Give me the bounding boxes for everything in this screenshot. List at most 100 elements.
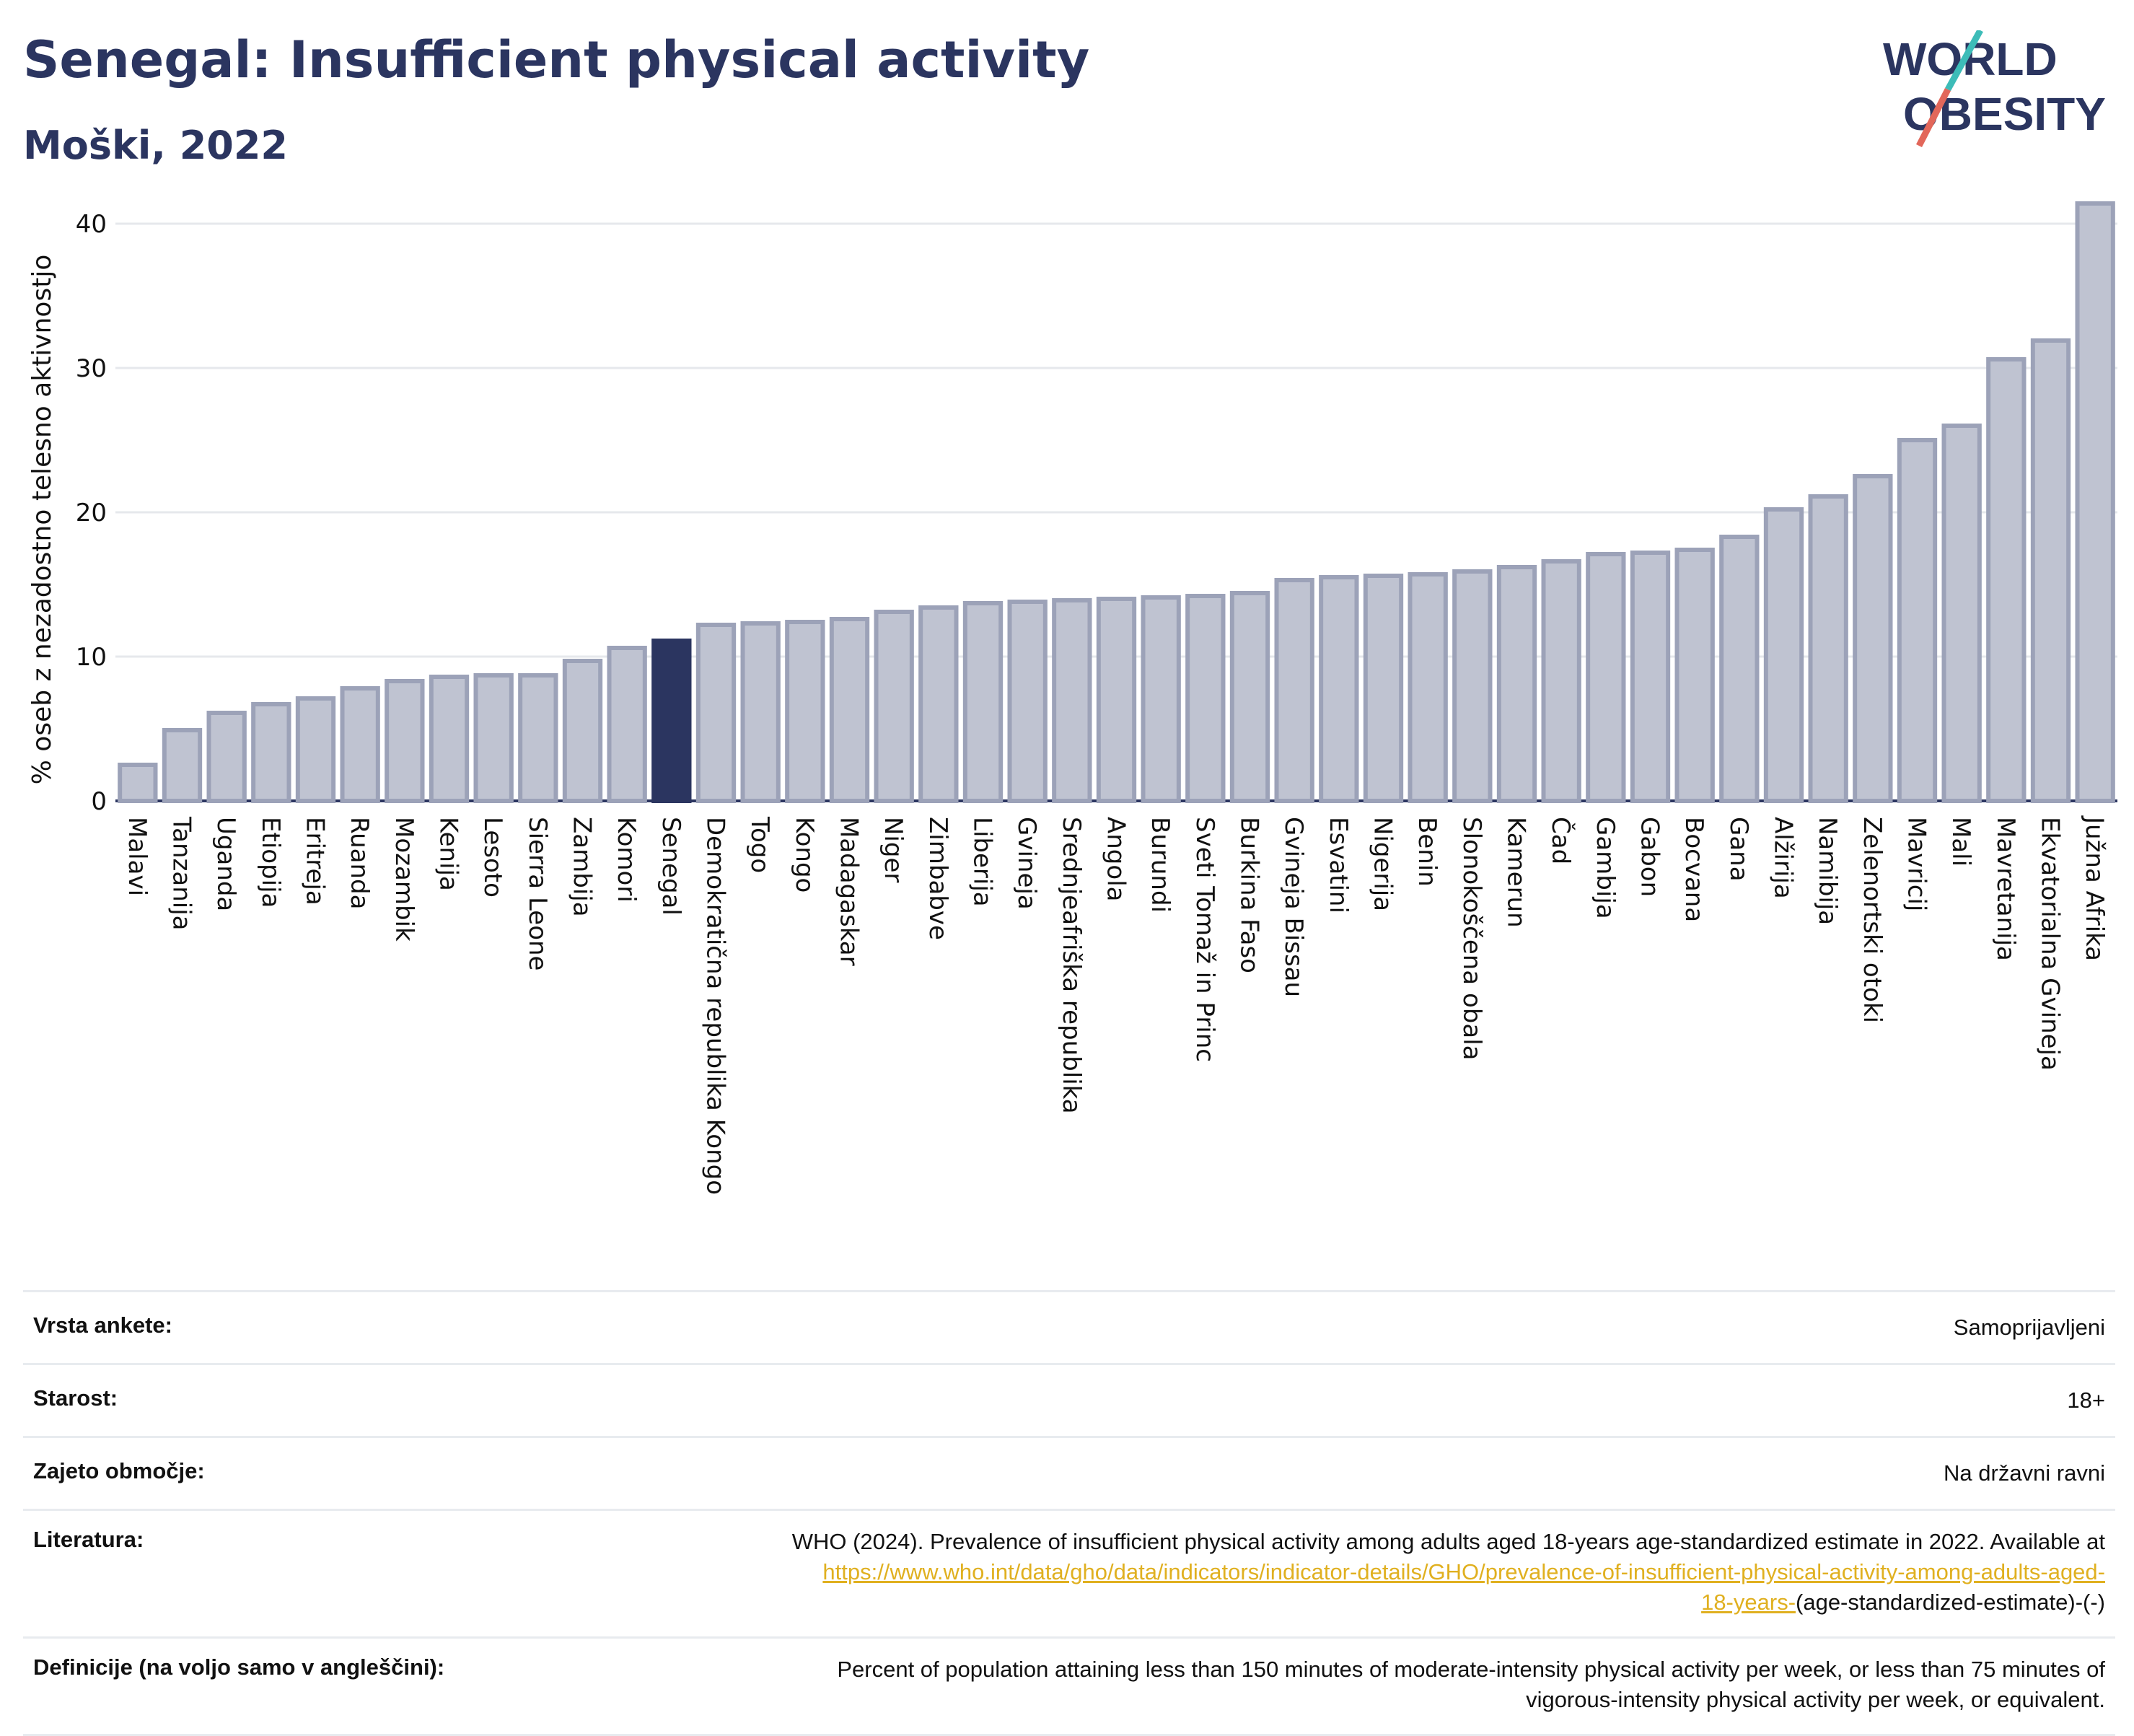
bars [118, 201, 2115, 803]
info-table: Vrsta ankete: Samoprijavljeni Starost: 1… [23, 1290, 2115, 1736]
reference-link-part-2[interactable]: 18-years- [1701, 1590, 1796, 1615]
x-tick-label: Kongo [790, 817, 819, 893]
reference-suffix: (age-standardized-estimate)-(-) [1796, 1590, 2105, 1615]
bar [1630, 551, 1671, 803]
survey-value: Samoprijavljeni [1953, 1315, 2105, 1340]
x-tick-label: Nigerija [1369, 817, 1397, 911]
logo-slash-teal [1945, 30, 1983, 92]
x-tick-label: Gabon [1635, 817, 1664, 897]
bar [1452, 569, 1493, 803]
reference-link-part-1[interactable]: https://www.who.int/data/gho/data/indica… [822, 1559, 2105, 1584]
bar [1763, 507, 1804, 803]
x-tick-label: Niger [879, 817, 908, 882]
bar [1408, 572, 1448, 803]
x-tick-label: Benin [1413, 817, 1441, 887]
reference-text: WHO (2024). Prevalence of insufficient p… [791, 1529, 2105, 1554]
y-axis-label: % oseb z nezadostno telesno aktivnostjo [27, 255, 57, 785]
bar-highlighted [651, 639, 692, 803]
info-row-age: Starost: 18+ [23, 1363, 2115, 1436]
x-tick-label: Malavi [123, 817, 152, 896]
x-tick-label: Ruanda [345, 817, 374, 909]
y-tick-label: 40 [76, 210, 107, 239]
bar [118, 763, 158, 803]
page-title: Senegal: Insufficient physical activity [23, 30, 1090, 89]
x-tick-label: Gvineja [1012, 817, 1041, 910]
x-tick-label: Gana [1724, 817, 1753, 882]
x-tick-label: Demokratična republika Kongo [701, 817, 730, 1195]
bar [1941, 424, 1982, 803]
page-subtitle: Moški, 2022 [23, 123, 289, 168]
x-tick-label: Gvineja Bissau [1279, 817, 1308, 997]
x-tick-label: Esvatini [1324, 817, 1353, 913]
coverage-label: Zajeto območje: [33, 1458, 205, 1483]
bar [1096, 597, 1137, 803]
bar [473, 673, 514, 803]
x-tick-label: Mozambik [390, 817, 418, 942]
x-tick-label: Zimbabve [923, 817, 952, 940]
bar [251, 702, 291, 803]
x-tick-label: Madagaskar [835, 817, 864, 966]
x-tick-label: Tanzanija [167, 816, 196, 930]
bar [918, 605, 959, 803]
x-tick-label: Uganda [211, 817, 240, 911]
x-tick-label: Senegal [657, 817, 685, 916]
bar [340, 686, 380, 803]
bar [1274, 578, 1314, 803]
definition-line-2: vigorous-intensity physical activity per… [1526, 1687, 2105, 1712]
reference-value: WHO (2024). Prevalence of insufficient p… [792, 1527, 2105, 1618]
x-tick-label: Kamerun [1502, 817, 1531, 928]
x-tick-label: Gambija [1591, 817, 1620, 919]
bar [829, 617, 870, 803]
x-tick-label: Sveti Tomaž in Princ [1190, 817, 1219, 1062]
x-tick-label: Mavretanija [1991, 817, 2020, 961]
x-tick-label: Mali [1946, 817, 1975, 867]
definition-value: Percent of population attaining less tha… [837, 1654, 2105, 1715]
age-value: 18+ [2067, 1388, 2105, 1413]
bar [1363, 574, 1404, 803]
info-row-coverage: Zajeto območje: Na državni ravni [23, 1436, 2115, 1509]
x-tick-labels: Malavi Tanzanija Uganda Etiopija Eritreja Rua… [123, 815, 2109, 1195]
y-tick-label: 10 [76, 643, 107, 672]
bar [1141, 595, 1181, 803]
y-tick-label: 20 [76, 499, 107, 527]
bar [1007, 600, 1048, 803]
x-tick-label: Južna Afrika [2080, 815, 2109, 961]
bar [518, 673, 558, 803]
reference-label: Literatura: [33, 1527, 144, 1552]
bar [429, 675, 470, 803]
bar [607, 646, 647, 803]
bar [295, 696, 336, 803]
x-tick-label: Slonokoščena obala [1457, 817, 1486, 1060]
coverage-value: Na državni ravni [1944, 1460, 2105, 1486]
bar [1052, 598, 1092, 803]
x-tick-label: Etiopija [256, 817, 285, 908]
x-tick-label: Burkina Faso [1235, 817, 1264, 973]
x-tick-label: Eritreja [301, 817, 330, 906]
logo-line-1: WORLD [1883, 33, 2058, 85]
x-tick-label: Komori [612, 817, 641, 903]
x-tick-label: Čad [1546, 817, 1576, 864]
definition-line-1: Percent of population attaining less tha… [837, 1657, 2105, 1682]
bar [695, 623, 737, 803]
x-tick-label: Lesoto [478, 817, 507, 898]
x-tick-label: Zambija [568, 817, 597, 917]
x-tick-label: Ekvatorialna Gvineja [2036, 817, 2065, 1071]
info-row-reference: Literatura: WHO (2024). Prevalence of in… [23, 1509, 2115, 1636]
x-tick-label: Togo [745, 816, 774, 873]
x-tick-label: Sierra Leone [523, 817, 552, 970]
y-tick-label: 30 [76, 354, 107, 383]
bar [1719, 535, 1760, 803]
survey-label: Vrsta ankete: [33, 1312, 172, 1338]
x-tick-label: Liberija [968, 817, 997, 907]
y-tick-label: 0 [91, 787, 107, 816]
age-label: Starost: [33, 1385, 118, 1411]
bar [962, 601, 1004, 803]
info-row-survey: Vrsta ankete: Samoprijavljeni [23, 1290, 2115, 1363]
bar [1586, 552, 1626, 803]
bar [206, 711, 247, 803]
bar [1319, 575, 1359, 803]
x-tick-label: Namibija [1813, 817, 1842, 925]
bar [785, 620, 825, 803]
world-obesity-logo: WORLD OBESITY [1883, 30, 2106, 148]
bar [1541, 559, 1581, 803]
